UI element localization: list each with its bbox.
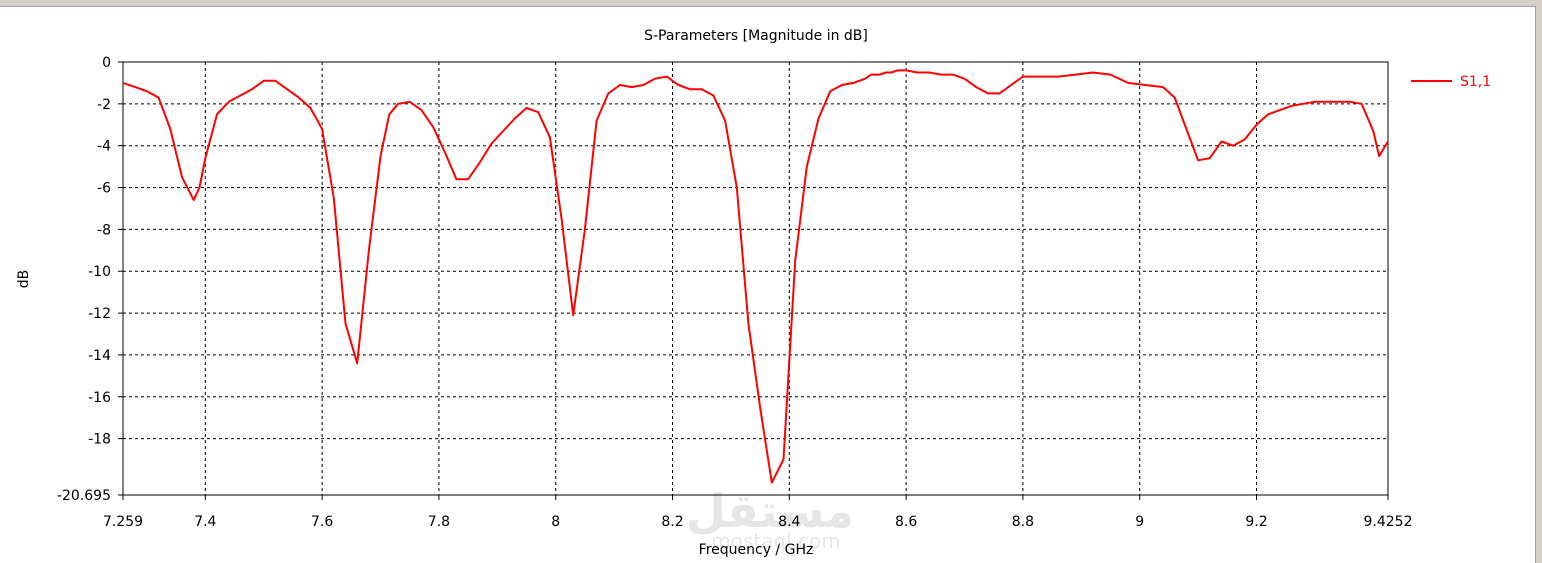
y-tick-label: -12 [88, 306, 111, 322]
legend-label-s11: S1,1 [1460, 74, 1491, 90]
window-frame-top [0, 0, 1542, 7]
x-tick-label: 9 [1135, 514, 1144, 530]
legend: S1,1 [1411, 74, 1491, 90]
x-tick-label: 9.2 [1245, 514, 1267, 530]
x-tick-label: 9.4252 [1364, 514, 1413, 530]
x-axis-ticks: 7.259 7.4 7.6 7.8 8 8.2 8.4 8.6 8.8 9 9.2 9.4252 [103, 495, 1413, 530]
x-tick-label: 7.259 [103, 514, 143, 530]
window-frame-right [1535, 6, 1542, 563]
y-tick-label: -14 [88, 348, 111, 364]
y-axis-label: dB [16, 270, 32, 289]
y-axis-ticks: 0 -2 -4 -6 -8 -10 -12 -14 -16 -18 -20.695 [57, 55, 123, 504]
series-group [122, 69, 1389, 484]
watermark-arabic: مستقل [686, 484, 854, 538]
y-tick-label: -16 [88, 390, 111, 406]
grid-lines [123, 62, 1388, 495]
y-tick-label: -2 [97, 97, 111, 113]
y-tick-label: -18 [88, 432, 111, 448]
x-tick-label: 8.6 [895, 514, 917, 530]
chart-title: S-Parameters [Magnitude in dB] [644, 28, 868, 44]
y-tick-label: -8 [97, 222, 111, 238]
x-tick-label: 7.8 [428, 514, 450, 530]
y-tick-label: -10 [88, 264, 111, 280]
x-tick-label: 8.4 [778, 514, 800, 530]
x-tick-label: 8.8 [1012, 514, 1034, 530]
x-tick-label: 7.6 [311, 514, 333, 530]
x-axis-label: Frequency / GHz [699, 542, 814, 558]
y-tick-label: -20.695 [57, 488, 111, 504]
y-tick-label: 0 [102, 55, 111, 71]
watermark-logo: مستقل mostaql.com [686, 484, 854, 553]
watermark-latin: mostaql.com [711, 529, 841, 553]
x-tick-label: 8 [551, 514, 560, 530]
y-tick-label: -6 [97, 181, 111, 197]
series-line-s11 [122, 69, 1389, 484]
plot-area [122, 61, 1389, 496]
x-tick-label: 7.4 [194, 514, 216, 530]
x-tick-label: 8.2 [661, 514, 683, 530]
y-tick-label: -4 [97, 139, 111, 155]
